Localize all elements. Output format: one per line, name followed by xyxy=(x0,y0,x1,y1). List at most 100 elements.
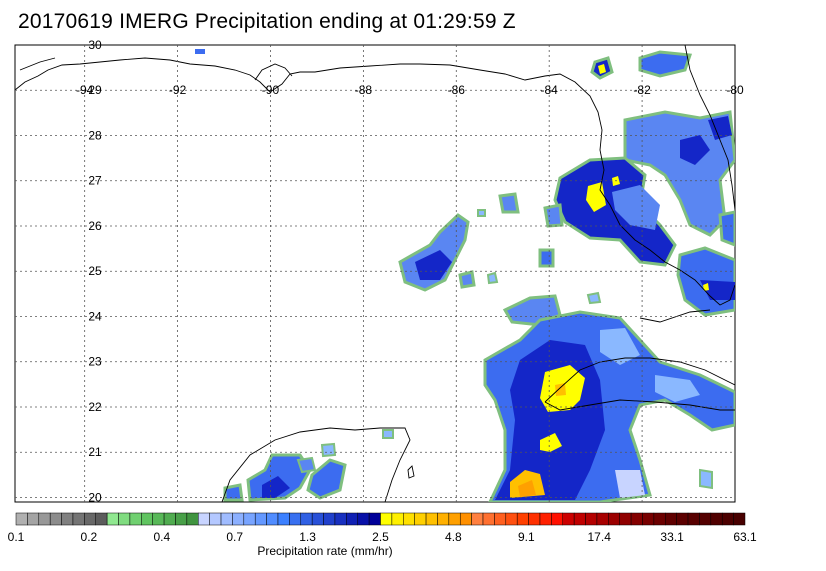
colorbar-swatch xyxy=(220,512,233,526)
colorbar-swatch xyxy=(721,512,734,526)
colorbar-swatch xyxy=(619,512,632,526)
colorbar-swatch xyxy=(482,512,495,526)
longitude-label: -82 xyxy=(633,83,651,97)
colorbar-swatch xyxy=(266,512,279,526)
colorbar-swatch xyxy=(232,512,245,526)
colorbar-swatch xyxy=(596,512,609,526)
precip-area xyxy=(553,156,677,267)
colorbar-tick-label: 9.1 xyxy=(517,530,535,544)
colorbar-swatch xyxy=(152,512,165,526)
colorbar xyxy=(15,512,746,526)
colorbar-swatch xyxy=(505,512,518,526)
longitude-label: -86 xyxy=(448,83,466,97)
precip-area xyxy=(498,192,520,214)
precip-core xyxy=(518,480,536,497)
colorbar-swatch xyxy=(141,512,153,526)
precip-area xyxy=(718,210,735,247)
latitude-label: 29 xyxy=(88,83,102,97)
colorbar-tick-label: 17.4 xyxy=(587,530,611,544)
precip-area xyxy=(477,209,486,217)
precip-core xyxy=(598,64,606,74)
precip-area xyxy=(296,456,317,474)
colorbar-swatch xyxy=(425,512,438,526)
precip-core xyxy=(555,383,566,396)
colorbar-swatch xyxy=(699,512,712,526)
colorbar-swatch xyxy=(289,512,302,526)
colorbar-swatch xyxy=(300,512,313,526)
colorbar-tick-label: 1.3 xyxy=(299,530,316,544)
page-title: 20170619 IMERG Precipitation ending at 0… xyxy=(18,10,516,33)
latitude-label: 30 xyxy=(88,38,102,52)
colorbar-swatch xyxy=(562,512,575,526)
colorbar-swatch xyxy=(551,512,563,526)
colorbar-swatch xyxy=(459,512,472,526)
precip-area xyxy=(680,135,710,165)
colorbar-tick-label: 33.1 xyxy=(660,530,684,544)
precip-area xyxy=(486,271,499,285)
longitude-label: -90 xyxy=(262,83,280,97)
colorbar-title: Precipitation rate (mm/hr) xyxy=(257,544,393,558)
colorbar-swatch xyxy=(608,512,620,526)
colorbar-swatch xyxy=(129,512,142,526)
precip-area xyxy=(612,185,660,230)
precip-core xyxy=(703,283,709,291)
colorbar-swatch xyxy=(27,512,40,526)
latitude-label: 23 xyxy=(88,355,102,369)
precip-core xyxy=(586,182,606,212)
colorbar-swatch xyxy=(437,512,450,526)
colorbar-swatch xyxy=(15,512,28,526)
precip-core xyxy=(540,433,562,452)
precip-area xyxy=(320,442,337,458)
longitude-label: -94 xyxy=(76,83,94,97)
longitude-label: -88 xyxy=(355,83,373,97)
precip-area xyxy=(262,476,290,498)
colorbar-swatch xyxy=(710,512,723,526)
precip-area xyxy=(458,270,476,289)
colorbar-swatch xyxy=(630,512,643,526)
latitude-label: 27 xyxy=(88,174,102,188)
colorbar-swatch xyxy=(391,512,404,526)
precip-area xyxy=(655,375,700,402)
cuba-coastline xyxy=(544,357,735,403)
colorbar-tick-label: 2.5 xyxy=(372,530,389,544)
coast-detail xyxy=(254,63,293,81)
isla-cozumel xyxy=(407,465,415,479)
colorbar-swatch xyxy=(277,512,290,526)
colorbar-swatch xyxy=(448,512,461,526)
colorbar-swatch xyxy=(687,512,700,526)
colorbar-swatch xyxy=(676,512,689,526)
colorbar-swatch xyxy=(311,512,324,526)
colorbar-swatch xyxy=(573,512,586,526)
colorbar-swatch xyxy=(61,512,74,526)
colorbar-swatch xyxy=(323,512,336,526)
colorbar-swatch xyxy=(653,512,666,526)
colorbar-swatch xyxy=(84,512,96,526)
colorbar-swatch xyxy=(334,512,347,526)
colorbar-swatch xyxy=(198,512,210,526)
colorbar-swatch xyxy=(539,512,552,526)
colorbar-tick-label: 0.1 xyxy=(7,530,25,544)
colorbar-swatch xyxy=(254,512,267,526)
cuba-coastline-south xyxy=(544,399,735,411)
colorbar-swatch xyxy=(209,512,222,526)
latitude-label: 25 xyxy=(88,264,102,278)
precip-area xyxy=(382,429,394,439)
colorbar-swatch xyxy=(414,512,427,526)
colorbar-swatch xyxy=(49,512,62,526)
colorbar-swatch xyxy=(403,512,415,526)
colorbar-swatch xyxy=(516,512,529,526)
colorbar-tick-label: 63.1 xyxy=(733,530,757,544)
colorbar-swatch xyxy=(186,512,199,526)
colorbar-swatch xyxy=(346,512,358,526)
colorbar-swatch xyxy=(175,512,188,526)
colorbar-swatch xyxy=(494,512,507,526)
gulf-coastline xyxy=(15,57,735,306)
colorbar-swatch xyxy=(471,512,484,526)
yucatan-coastline xyxy=(221,427,411,502)
precip-area xyxy=(600,328,640,365)
colorbar-swatch xyxy=(38,512,51,526)
precip-area xyxy=(623,110,735,237)
colorbar-swatch xyxy=(733,512,746,526)
colorbar-swatch xyxy=(243,512,256,526)
